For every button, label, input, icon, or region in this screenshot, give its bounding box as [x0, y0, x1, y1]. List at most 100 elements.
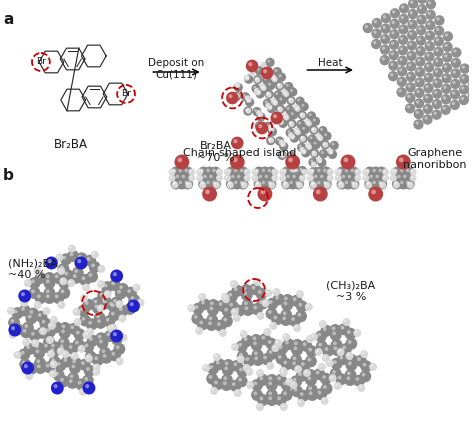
- Circle shape: [199, 182, 206, 188]
- Circle shape: [196, 175, 203, 182]
- Circle shape: [74, 269, 78, 273]
- Circle shape: [393, 182, 400, 188]
- Circle shape: [137, 299, 145, 307]
- Circle shape: [15, 352, 18, 355]
- Circle shape: [295, 106, 301, 112]
- Circle shape: [310, 182, 317, 188]
- Circle shape: [268, 182, 275, 188]
- Circle shape: [396, 87, 407, 97]
- Circle shape: [82, 277, 85, 280]
- Circle shape: [370, 179, 381, 190]
- Circle shape: [282, 404, 284, 407]
- Circle shape: [236, 391, 238, 393]
- Circle shape: [292, 361, 296, 365]
- Circle shape: [78, 345, 85, 353]
- Circle shape: [77, 260, 81, 263]
- Circle shape: [233, 344, 235, 347]
- Circle shape: [50, 348, 54, 352]
- Circle shape: [235, 82, 240, 88]
- Circle shape: [339, 172, 350, 183]
- Circle shape: [305, 370, 307, 373]
- Circle shape: [302, 127, 305, 130]
- Circle shape: [323, 327, 327, 331]
- Circle shape: [221, 315, 233, 327]
- Circle shape: [256, 183, 258, 185]
- Circle shape: [206, 319, 218, 331]
- Circle shape: [323, 385, 327, 389]
- Circle shape: [414, 88, 425, 98]
- Circle shape: [320, 325, 332, 337]
- Circle shape: [273, 78, 275, 79]
- Circle shape: [369, 363, 377, 371]
- Circle shape: [307, 175, 314, 182]
- Circle shape: [374, 30, 377, 34]
- Circle shape: [281, 179, 292, 190]
- Circle shape: [138, 300, 141, 303]
- Circle shape: [289, 121, 294, 127]
- Circle shape: [281, 170, 283, 172]
- Circle shape: [283, 333, 290, 341]
- Circle shape: [258, 290, 262, 294]
- Circle shape: [365, 167, 375, 177]
- Circle shape: [288, 157, 293, 162]
- Circle shape: [322, 345, 334, 357]
- Circle shape: [258, 370, 260, 373]
- Circle shape: [277, 72, 286, 82]
- Text: a: a: [3, 12, 13, 27]
- Circle shape: [417, 69, 420, 72]
- Circle shape: [408, 183, 410, 185]
- Circle shape: [290, 359, 301, 371]
- Circle shape: [266, 92, 269, 94]
- Circle shape: [380, 55, 390, 65]
- Circle shape: [418, 37, 421, 41]
- Circle shape: [319, 320, 327, 328]
- Circle shape: [99, 347, 111, 359]
- Circle shape: [238, 343, 242, 347]
- Circle shape: [348, 356, 352, 360]
- Circle shape: [445, 34, 448, 37]
- Circle shape: [278, 119, 284, 125]
- Circle shape: [259, 167, 270, 177]
- Circle shape: [95, 317, 107, 329]
- Circle shape: [322, 375, 326, 379]
- Circle shape: [389, 50, 399, 60]
- Circle shape: [25, 280, 28, 283]
- Circle shape: [235, 316, 237, 318]
- Circle shape: [309, 170, 310, 172]
- Circle shape: [70, 374, 73, 378]
- Circle shape: [241, 182, 247, 188]
- Circle shape: [404, 167, 415, 177]
- Circle shape: [55, 274, 59, 278]
- Circle shape: [261, 67, 273, 79]
- Circle shape: [406, 169, 410, 172]
- Circle shape: [226, 92, 238, 105]
- Circle shape: [323, 169, 327, 172]
- Circle shape: [33, 347, 45, 359]
- Circle shape: [111, 303, 115, 307]
- Circle shape: [365, 182, 372, 188]
- Circle shape: [343, 179, 354, 190]
- Circle shape: [262, 86, 264, 88]
- Circle shape: [179, 169, 182, 172]
- Circle shape: [405, 103, 415, 113]
- Circle shape: [78, 381, 82, 385]
- Circle shape: [392, 176, 393, 178]
- Circle shape: [284, 172, 295, 183]
- Circle shape: [92, 368, 100, 376]
- Circle shape: [237, 355, 245, 363]
- Circle shape: [242, 304, 254, 316]
- Circle shape: [299, 400, 301, 403]
- Circle shape: [214, 381, 218, 385]
- Circle shape: [34, 267, 42, 275]
- Circle shape: [244, 337, 247, 341]
- Circle shape: [391, 41, 394, 45]
- Circle shape: [400, 169, 403, 172]
- Circle shape: [308, 135, 317, 144]
- Circle shape: [216, 175, 223, 182]
- Circle shape: [276, 343, 288, 355]
- Circle shape: [437, 17, 440, 21]
- Circle shape: [280, 141, 282, 142]
- Circle shape: [381, 183, 383, 185]
- Circle shape: [416, 90, 419, 93]
- Circle shape: [318, 172, 328, 183]
